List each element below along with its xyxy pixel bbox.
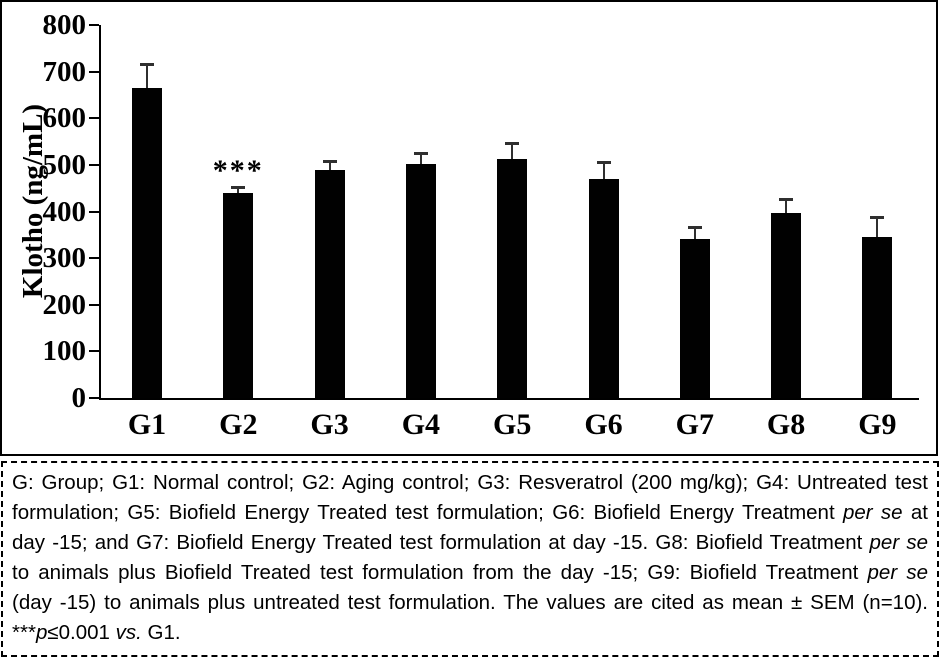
- x-axis-line: [99, 398, 919, 400]
- error-bar-cap: [687, 225, 702, 229]
- y-tick-label: 700: [42, 55, 87, 88]
- y-tick-label: 200: [42, 288, 87, 321]
- error-bar-cap: [231, 186, 246, 190]
- caption-italic-text: per se: [869, 531, 928, 554]
- y-tick-label: 100: [42, 335, 87, 368]
- error-bar-line: [511, 142, 514, 168]
- y-tick-mark: [89, 257, 99, 260]
- caption-line: to animals plus Biofield Treated test fo…: [12, 558, 928, 588]
- caption-text: at: [902, 501, 928, 524]
- caption-line: formulation; G5: Biofield Energy Treated…: [12, 498, 928, 528]
- error-bar-cap: [779, 197, 794, 201]
- caption-text: day -15; and G7: Biofield Energy Treated…: [12, 531, 870, 554]
- x-tick-label-g1: G1: [127, 408, 167, 441]
- error-bar-line: [419, 151, 422, 173]
- y-tick-mark: [89, 117, 99, 120]
- error-bar-cap: [322, 160, 337, 164]
- bar-g4: [405, 164, 436, 398]
- error-bar-cap: [413, 151, 428, 155]
- y-tick-mark: [89, 70, 99, 73]
- y-tick-mark: [89, 210, 99, 213]
- error-bar-cap: [870, 216, 885, 220]
- error-bar-line: [693, 225, 696, 247]
- y-tick-label: 600: [42, 102, 87, 135]
- caption-text: G1.: [141, 621, 181, 644]
- error-bar-cap: [505, 142, 520, 146]
- x-tick-label-g8: G8: [766, 408, 806, 441]
- bar-g6: [588, 179, 619, 398]
- bar-chart-panel: Klotho (ng/mL) 800 700 600 500 400 300 200 100 0…: [0, 0, 938, 456]
- error-bar-cap: [596, 161, 611, 165]
- plot-area: 800 700 600 500 400 300 200 100 0 G1 G2 G3 G4 G5 G6 G7 G…: [2, 2, 936, 454]
- x-tick-label-g7: G7: [675, 408, 714, 441]
- bar-g9: [862, 236, 893, 398]
- bar-g2: [223, 193, 254, 398]
- y-tick-label: 800: [42, 9, 87, 41]
- figure-caption: G: Group; G1: Normal control; G2: Aging …: [1, 461, 939, 657]
- x-tick-label-g3: G3: [310, 408, 349, 441]
- x-tick-label-g4: G4: [401, 408, 441, 441]
- bar-g3: [314, 170, 345, 398]
- caption-text: to animals plus Biofield Treated test fo…: [12, 561, 868, 584]
- bar-g1: [132, 87, 162, 398]
- bar-g5: [497, 159, 528, 398]
- x-tick-label-g9: G9: [858, 408, 897, 441]
- y-tick-label: 400: [42, 195, 87, 228]
- caption-italic-text: per se: [867, 561, 928, 584]
- caption-line: day -15; and G7: Biofield Energy Treated…: [12, 528, 928, 558]
- y-tick-mark: [89, 350, 99, 353]
- error-bar-line: [785, 197, 788, 221]
- x-tick-label-g5: G5: [493, 408, 532, 441]
- error-bar-line: [876, 216, 879, 245]
- y-tick-mark: [89, 24, 99, 26]
- caption-line: (day -15) to animals plus untreated test…: [12, 588, 928, 618]
- y-tick-mark: [89, 163, 99, 166]
- y-tick-mark: [89, 303, 99, 306]
- error-bar-cap: [140, 63, 154, 67]
- caption-text: (day -15) to animals plus untreated test…: [12, 591, 928, 614]
- x-tick-label-g2: G2: [219, 408, 258, 441]
- caption-line: ***p≤0.001 vs. G1.: [12, 618, 928, 648]
- y-tick-mark: [89, 397, 99, 399]
- caption-italic-text: p: [35, 621, 48, 644]
- x-tick-label-g6: G6: [584, 408, 623, 441]
- caption-italic-text: per se: [842, 501, 903, 524]
- y-tick-label: 500: [42, 148, 87, 181]
- caption-line: G: Group; G1: Normal control; G2: Aging …: [12, 468, 928, 498]
- bar-g8: [771, 212, 802, 398]
- significance-marker: ***: [212, 154, 264, 188]
- caption-text: ***: [12, 621, 36, 644]
- caption-italic-text: vs.: [115, 621, 142, 644]
- error-bar-line: [602, 161, 605, 188]
- y-axis-line: [99, 25, 101, 400]
- caption-text: G: Group; G1: Normal control; G2: Aging …: [12, 471, 928, 494]
- error-bar-line: [146, 63, 148, 96]
- y-tick-label: 300: [42, 242, 87, 275]
- error-bar-line: [328, 160, 331, 178]
- caption-text: formulation; G5: Biofield Energy Treated…: [12, 501, 843, 524]
- y-tick-label: 0: [71, 382, 87, 414]
- caption-text: ≤0.001: [47, 621, 116, 644]
- bar-g7: [679, 239, 710, 398]
